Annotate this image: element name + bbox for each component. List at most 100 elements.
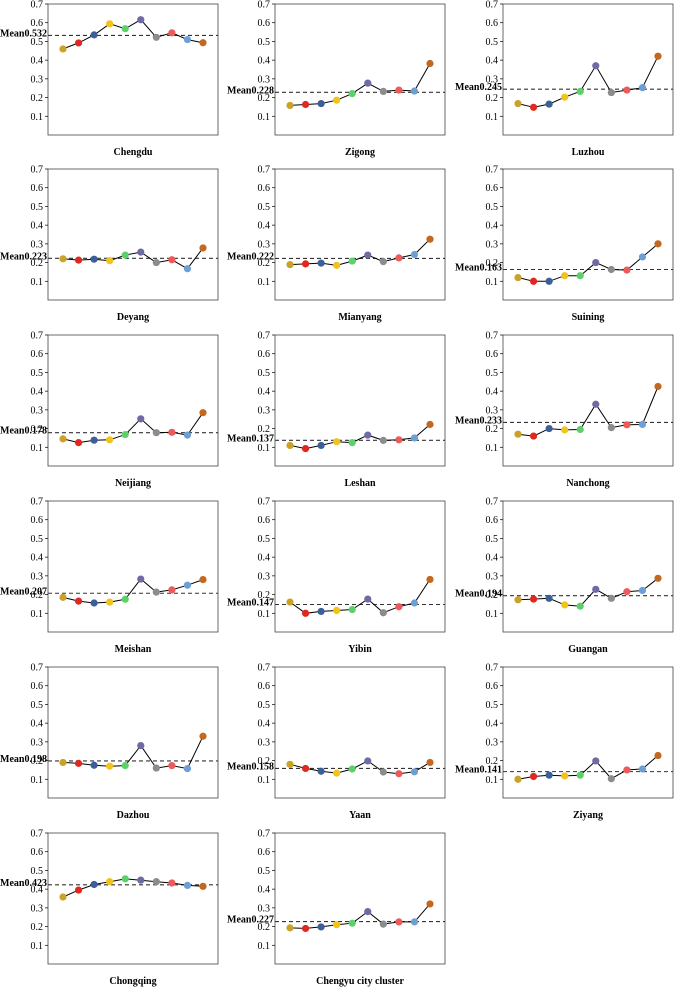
y-tick-label: 0.5 xyxy=(486,534,499,545)
data-point xyxy=(183,431,192,439)
data-point xyxy=(623,266,631,274)
mean-label: Mean0.198 xyxy=(0,754,47,765)
data-point xyxy=(379,768,387,776)
data-point xyxy=(395,86,403,94)
y-tick-label: 0.1 xyxy=(31,443,44,454)
panel-guangan: 0.1 0.2 0.3 0.4 0.5 0.6 0.7 Mean0.194 Guangan xyxy=(455,497,674,655)
data-point xyxy=(607,775,615,783)
data-point xyxy=(301,100,310,109)
mean-label: Mean0.163 xyxy=(455,262,502,273)
series-line xyxy=(62,878,204,898)
y-tick-label: 0.6 xyxy=(486,349,499,360)
panel-neijiang: 0.1 0.2 0.3 0.4 0.5 0.6 0.7 Mean0.178 Neijiang xyxy=(0,331,219,489)
y-tick-label: 0.4 xyxy=(258,719,271,730)
data-point xyxy=(168,256,176,264)
data-point xyxy=(364,251,372,259)
data-point xyxy=(137,575,145,583)
mean-label: Mean0.245 xyxy=(455,82,502,93)
mean-label: Mean0.222 xyxy=(227,251,274,262)
data-point xyxy=(576,272,584,280)
data-point xyxy=(168,29,176,37)
data-point xyxy=(529,277,538,285)
y-tick-label: 0.2 xyxy=(486,424,499,435)
y-tick-label: 0.5 xyxy=(258,202,271,213)
y-tick-label: 0.7 xyxy=(486,165,499,176)
data-point xyxy=(364,908,372,916)
y-tick-label: 0.6 xyxy=(258,515,271,526)
data-point xyxy=(545,424,553,433)
plot-frame xyxy=(502,168,674,301)
data-point xyxy=(317,923,325,931)
data-point xyxy=(106,598,114,606)
y-tick-label: 0.1 xyxy=(31,277,44,288)
data-point xyxy=(74,759,83,767)
data-point xyxy=(301,764,310,773)
plot-frame xyxy=(47,832,219,965)
y-tick-label: 0.6 xyxy=(31,349,44,360)
data-point xyxy=(348,919,356,927)
data-point xyxy=(364,79,372,87)
panel-dazhou: 0.1 0.2 0.3 0.4 0.5 0.6 0.7 Mean0.198 Dazhou xyxy=(0,663,219,821)
data-point xyxy=(576,602,584,610)
y-tick-label: 0.2 xyxy=(486,756,499,767)
y-tick-label: 0.3 xyxy=(486,737,499,748)
mean-label: Mean0.423 xyxy=(0,878,47,889)
data-point xyxy=(317,259,325,267)
data-point xyxy=(59,255,67,263)
data-point xyxy=(333,606,341,615)
panel-title: Deyang xyxy=(117,312,149,323)
data-point xyxy=(183,881,192,890)
plot-frame xyxy=(502,500,674,633)
series-line xyxy=(289,903,431,929)
panel-title: Dazhou xyxy=(117,810,150,821)
y-tick-label: 0.2 xyxy=(31,756,44,767)
data-point xyxy=(59,893,67,901)
data-point xyxy=(638,84,647,92)
data-point xyxy=(592,585,600,593)
data-point xyxy=(317,767,325,775)
panel-luzhou: 0.1 0.2 0.3 0.4 0.5 0.6 0.7 Mean0.245 Luzhou xyxy=(455,0,674,158)
data-point xyxy=(592,62,600,70)
plot-frame xyxy=(502,666,674,799)
mean-label: Mean0.207 xyxy=(0,586,47,597)
y-tick-label: 0.6 xyxy=(486,183,499,194)
data-point xyxy=(74,886,83,894)
panel-title: Yibin xyxy=(348,644,372,655)
data-point xyxy=(121,430,129,439)
y-tick-label: 0.1 xyxy=(486,277,499,288)
y-tick-label: 0.5 xyxy=(31,368,44,379)
y-tick-label: 0.5 xyxy=(258,37,271,48)
mean-label: Mean0.194 xyxy=(455,589,502,600)
y-tick-label: 0.7 xyxy=(258,829,271,840)
y-tick-label: 0.4 xyxy=(31,553,44,564)
data-point xyxy=(286,261,294,269)
y-tick-label: 0.2 xyxy=(486,258,499,269)
y-tick-label: 0.7 xyxy=(31,0,44,11)
panel-yibin: 0.1 0.2 0.3 0.4 0.5 0.6 0.7 Mean0.147 Yibin xyxy=(227,497,446,655)
data-point xyxy=(514,775,522,783)
mean-label: Mean0.233 xyxy=(455,415,502,426)
mean-label: Mean0.158 xyxy=(227,761,274,772)
y-tick-label: 0.4 xyxy=(258,553,271,564)
y-tick-label: 0.7 xyxy=(31,497,44,508)
data-point xyxy=(317,441,325,450)
y-tick-label: 0.5 xyxy=(31,866,44,877)
data-point xyxy=(592,400,600,408)
y-tick-label: 0.4 xyxy=(31,387,44,398)
data-point xyxy=(121,762,129,770)
data-point xyxy=(106,20,114,28)
y-tick-label: 0.3 xyxy=(31,903,44,914)
data-point xyxy=(379,87,387,95)
y-tick-label: 0.7 xyxy=(31,663,44,674)
data-point xyxy=(90,255,98,263)
data-point xyxy=(364,431,372,439)
y-tick-label: 0.5 xyxy=(486,37,499,48)
y-tick-label: 0.4 xyxy=(258,221,271,232)
data-point xyxy=(623,86,631,94)
y-tick-label: 0.5 xyxy=(258,534,271,545)
data-point xyxy=(364,595,372,603)
data-point xyxy=(348,90,356,98)
data-point xyxy=(137,742,145,750)
y-tick-label: 0.3 xyxy=(258,737,271,748)
